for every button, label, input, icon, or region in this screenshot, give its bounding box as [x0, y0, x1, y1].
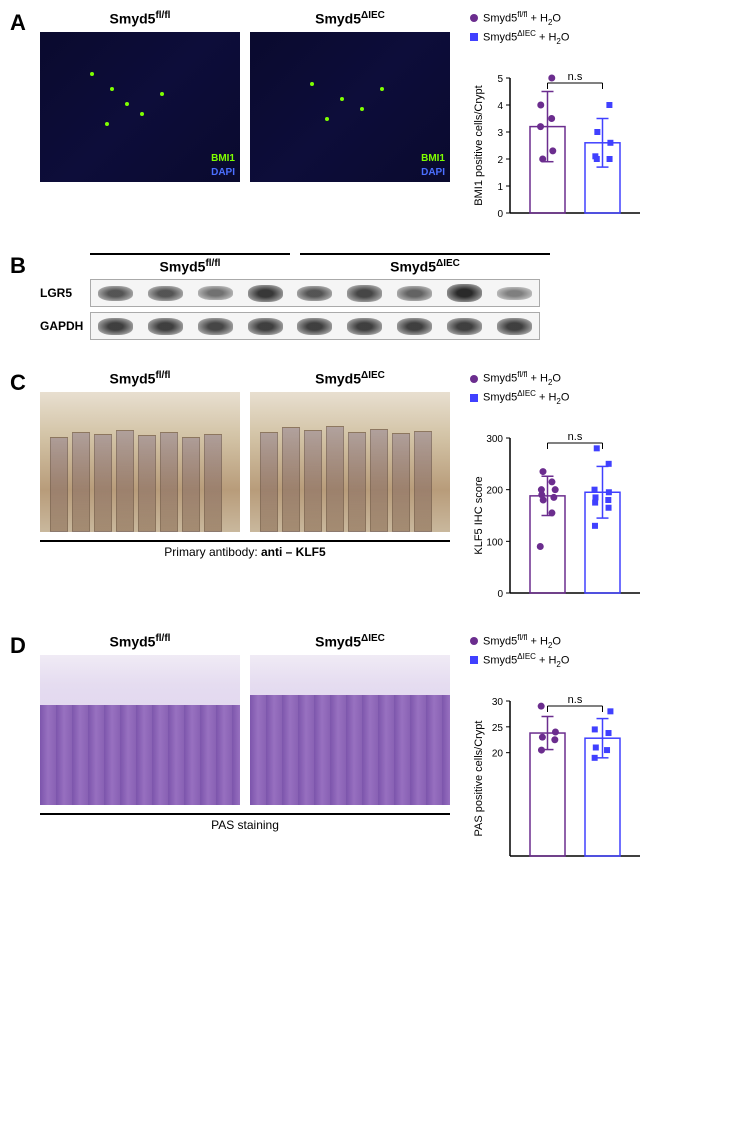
svg-text:3: 3 — [497, 128, 503, 139]
panel-c-caption: Primary antibody: anti – KLF5 — [40, 540, 450, 559]
panel-b-label: B — [10, 253, 26, 279]
panel-c-legend: Smyd5fl/fl + H2OSmyd5ΔIEC + H2O — [470, 370, 650, 408]
svg-text:BMI1 positive cells/Crypt: BMI1 positive cells/Crypt — [473, 85, 485, 205]
svg-text:0: 0 — [497, 209, 503, 220]
panel-a-chart-area: Smyd5fl/fl + H2OSmyd5ΔIEC + H2O 0 1 2 3 4 5 BM… — [470, 10, 650, 223]
svg-text:5: 5 — [497, 74, 503, 85]
panel-d-img1-title: Smyd5fl/fl — [110, 633, 171, 650]
panel-a: A Smyd5fl/fl BMI1 DAPI — [10, 10, 737, 223]
panel-d-caption: PAS staining — [40, 813, 450, 832]
wb-label-gapdh: GAPDH — [40, 319, 90, 333]
panel-d-label: D — [10, 633, 26, 659]
panel-d: D Smyd5fl/fl Smyd5ΔIEC — [10, 633, 737, 866]
panel-c-img1-title: Smyd5fl/fl — [110, 370, 171, 387]
panel-d-img2 — [250, 655, 450, 805]
panel-d-images: Smyd5fl/fl Smyd5ΔIEC — [40, 633, 450, 805]
panel-c-images: Smyd5fl/fl Smyd5ΔIEC — [40, 370, 450, 532]
wb-strip-gapdh — [90, 312, 540, 340]
svg-text:2: 2 — [497, 155, 503, 166]
panel-d-img1 — [40, 655, 240, 805]
dapi-label: DAPI — [211, 167, 235, 178]
panel-a-chart: 0 1 2 3 4 5 BMI1 positive cells/Crypt n.s — [470, 53, 650, 223]
svg-text:0: 0 — [497, 589, 503, 600]
svg-text:25: 25 — [492, 723, 504, 734]
panel-d-chart-area: Smyd5fl/fl + H2OSmyd5ΔIEC + H2O 20 25 30 PA… — [470, 633, 650, 866]
svg-text:20: 20 — [492, 748, 504, 759]
svg-text:n.s: n.s — [568, 694, 583, 706]
panel-c-chart: 0 100 200 300 KLF5 IHC score n.s — [470, 413, 650, 603]
western-blot: Smyd5fl/flSmyd5ΔIEC LGR5 GAPDH — [40, 253, 737, 341]
bmi1-label: BMI1 — [211, 153, 235, 164]
panel-c-img2-title: Smyd5ΔIEC — [315, 370, 385, 387]
panel-c-chart-area: Smyd5fl/fl + H2OSmyd5ΔIEC + H2O 0 100 200 3… — [470, 370, 650, 603]
panel-d-chart: 20 25 30 PAS positive cells/Crypt n.s — [470, 676, 650, 866]
panel-c-img1 — [40, 392, 240, 532]
panel-a-legend: Smyd5fl/fl + H2OSmyd5ΔIEC + H2O — [470, 10, 650, 48]
panel-a-img1-title: Smyd5fl/fl — [110, 10, 171, 27]
panel-a-label: A — [10, 10, 26, 36]
wb-row-lgr5: LGR5 — [40, 279, 737, 307]
svg-text:100: 100 — [486, 537, 503, 548]
panel-c: C Smyd5fl/fl — [10, 370, 737, 603]
panel-a-img2: BMI1 DAPI — [250, 32, 450, 182]
svg-text:300: 300 — [486, 434, 503, 445]
panel-a-img1: BMI1 DAPI — [40, 32, 240, 182]
svg-text:n.s: n.s — [568, 431, 583, 443]
bmi1-label-2: BMI1 — [421, 153, 445, 164]
wb-label-lgr5: LGR5 — [40, 286, 90, 300]
wb-headers: Smyd5fl/flSmyd5ΔIEC — [90, 253, 737, 275]
svg-text:30: 30 — [492, 697, 504, 708]
svg-text:4: 4 — [497, 101, 503, 112]
svg-text:PAS positive cells/Crypt: PAS positive cells/Crypt — [473, 720, 485, 836]
panel-a-img2-title: Smyd5ΔIEC — [315, 10, 385, 27]
svg-text:200: 200 — [486, 486, 503, 497]
wb-strip-lgr5 — [90, 279, 540, 307]
wb-row-gapdh: GAPDH — [40, 312, 737, 340]
svg-text:n.s: n.s — [568, 71, 583, 83]
panel-d-img2-title: Smyd5ΔIEC — [315, 633, 385, 650]
panel-a-images: Smyd5fl/fl BMI1 DAPI Smyd5ΔIEC — [40, 10, 450, 182]
svg-text:KLF5 IHC score: KLF5 IHC score — [473, 476, 485, 554]
panel-c-img2 — [250, 392, 450, 532]
panel-c-label: C — [10, 370, 26, 396]
svg-text:1: 1 — [497, 182, 503, 193]
panel-d-legend: Smyd5fl/fl + H2OSmyd5ΔIEC + H2O — [470, 633, 650, 671]
dapi-label-2: DAPI — [421, 167, 445, 178]
panel-b: B Smyd5fl/flSmyd5ΔIEC LGR5 GAPDH — [10, 253, 737, 341]
